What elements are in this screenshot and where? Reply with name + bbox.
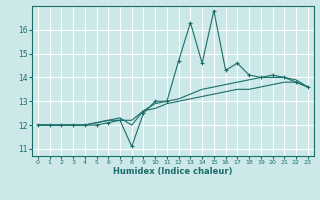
X-axis label: Humidex (Indice chaleur): Humidex (Indice chaleur) [113, 167, 233, 176]
